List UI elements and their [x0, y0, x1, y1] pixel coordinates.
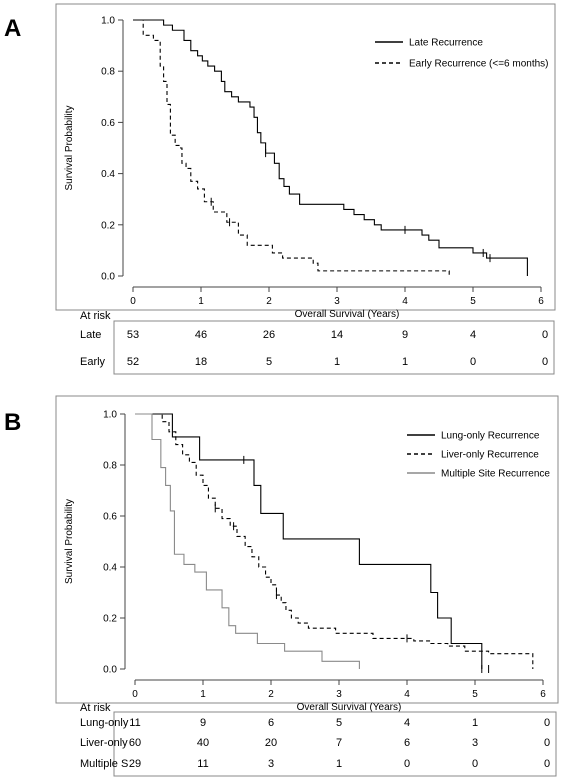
risk-count: 0 — [404, 758, 410, 770]
y-tick-label: 0.0 — [103, 665, 117, 676]
risk-count: 1 — [336, 758, 342, 770]
risk-count: 0 — [470, 356, 476, 368]
risk-row-label: Multiple S — [80, 758, 128, 770]
x-tick-label: 4 — [402, 296, 408, 307]
risk-row-label: Lung-only — [80, 717, 129, 729]
y-tick-label: 1.0 — [103, 410, 117, 421]
y-tick-label: 0.6 — [101, 118, 115, 129]
risk-count: 3 — [472, 737, 478, 749]
risk-count: 5 — [336, 717, 342, 729]
risk-count: 29 — [129, 758, 141, 770]
risk-count: 14 — [331, 329, 343, 341]
panel-letter: A — [4, 15, 21, 42]
risk-count: 46 — [195, 329, 207, 341]
risk-count: 52 — [127, 356, 139, 368]
risk-table-box — [113, 711, 557, 777]
x-tick-label: 1 — [198, 296, 204, 307]
panel-b: B 0.0 0.2 0.4 0.6 0.8 1.0 Survival Probability 0… — [4, 395, 559, 777]
x-tick-label: 5 — [472, 689, 478, 700]
risk-count: 1 — [334, 356, 340, 368]
risk-count: 0 — [472, 758, 478, 770]
x-tick-label: 5 — [470, 296, 476, 307]
risk-count: 1 — [402, 356, 408, 368]
risk-count: 6 — [404, 737, 410, 749]
risk-count: 1 — [472, 717, 478, 729]
x-tick-label: 6 — [540, 689, 546, 700]
risk-count: 6 — [268, 717, 274, 729]
risk-count: 53 — [127, 329, 139, 341]
risk-count: 4 — [470, 329, 476, 341]
panel-a: A 0.0 0.2 0.4 0.6 0.8 1.0 Survival Probability 0… — [4, 3, 556, 375]
y-tick-label: 0.0 — [101, 272, 115, 283]
y-tick-label: 0.4 — [101, 169, 115, 180]
x-tick-label: 3 — [336, 689, 342, 700]
x-tick-label: 3 — [334, 296, 340, 307]
y-tick-label: 1.0 — [101, 16, 115, 27]
y-tick-label: 0.2 — [103, 614, 117, 625]
x-tick-label: 4 — [404, 689, 410, 700]
legend-entry-1: Early Recurrence (<=6 months) — [409, 59, 549, 70]
risk-count: 0 — [542, 356, 548, 368]
risk-count: 5 — [266, 356, 272, 368]
y-axis-label: Survival Probability — [64, 499, 75, 584]
series-0-curve — [133, 19, 528, 276]
series-2-curve — [135, 413, 360, 669]
risk-count: 7 — [336, 737, 342, 749]
risk-count: 9 — [402, 329, 408, 341]
x-tick-label: 1 — [200, 689, 206, 700]
risk-row-label: Early — [80, 356, 106, 368]
y-tick-label: 0.8 — [103, 461, 117, 472]
risk-count: 18 — [195, 356, 207, 368]
x-axis-label: Overall Survival (Years) — [295, 309, 400, 320]
risk-count: 9 — [200, 717, 206, 729]
x-tick-label: 2 — [268, 689, 274, 700]
risk-count: 0 — [542, 329, 548, 341]
risk-table-title: At risk — [80, 702, 111, 714]
risk-count: 0 — [544, 758, 550, 770]
legend-entry-1: Liver-only Recurrence — [441, 450, 539, 461]
risk-count: 40 — [197, 737, 209, 749]
risk-count: 60 — [129, 737, 141, 749]
series-1-curve — [133, 19, 450, 276]
risk-count: 11 — [197, 758, 208, 770]
series-0-curve — [135, 413, 483, 669]
x-tick-label: 6 — [538, 296, 544, 307]
legend-entry-0: Lung-only Recurrence — [441, 431, 540, 442]
risk-row-label: Liver-only — [80, 737, 128, 749]
plot-frame — [55, 395, 559, 704]
y-axis-label: Survival Probability — [64, 105, 75, 190]
y-tick-label: 0.2 — [101, 220, 115, 231]
risk-table-title: At risk — [80, 310, 111, 322]
risk-row-label: Late — [80, 329, 101, 341]
risk-table-box — [113, 320, 555, 375]
risk-count: 26 — [263, 329, 275, 341]
risk-count: 0 — [544, 737, 550, 749]
legend-entry-0: Late Recurrence — [409, 38, 483, 49]
legend-entry-2: Multiple Site Recurrence — [441, 469, 550, 480]
y-tick-label: 0.4 — [103, 563, 117, 574]
y-tick-label: 0.8 — [101, 67, 115, 78]
series-1-curve — [135, 413, 534, 669]
y-tick-label: 0.6 — [103, 512, 117, 523]
x-axis-label: Overall Survival (Years) — [297, 702, 402, 713]
panel-letter: B — [4, 409, 21, 436]
risk-count: 0 — [544, 717, 550, 729]
x-tick-label: 0 — [132, 689, 138, 700]
risk-count: 11 — [129, 717, 140, 729]
plot-frame — [55, 3, 556, 311]
risk-count: 3 — [268, 758, 274, 770]
risk-count: 20 — [265, 737, 277, 749]
x-tick-label: 2 — [266, 296, 272, 307]
risk-count: 4 — [404, 717, 410, 729]
x-tick-label: 0 — [130, 296, 136, 307]
